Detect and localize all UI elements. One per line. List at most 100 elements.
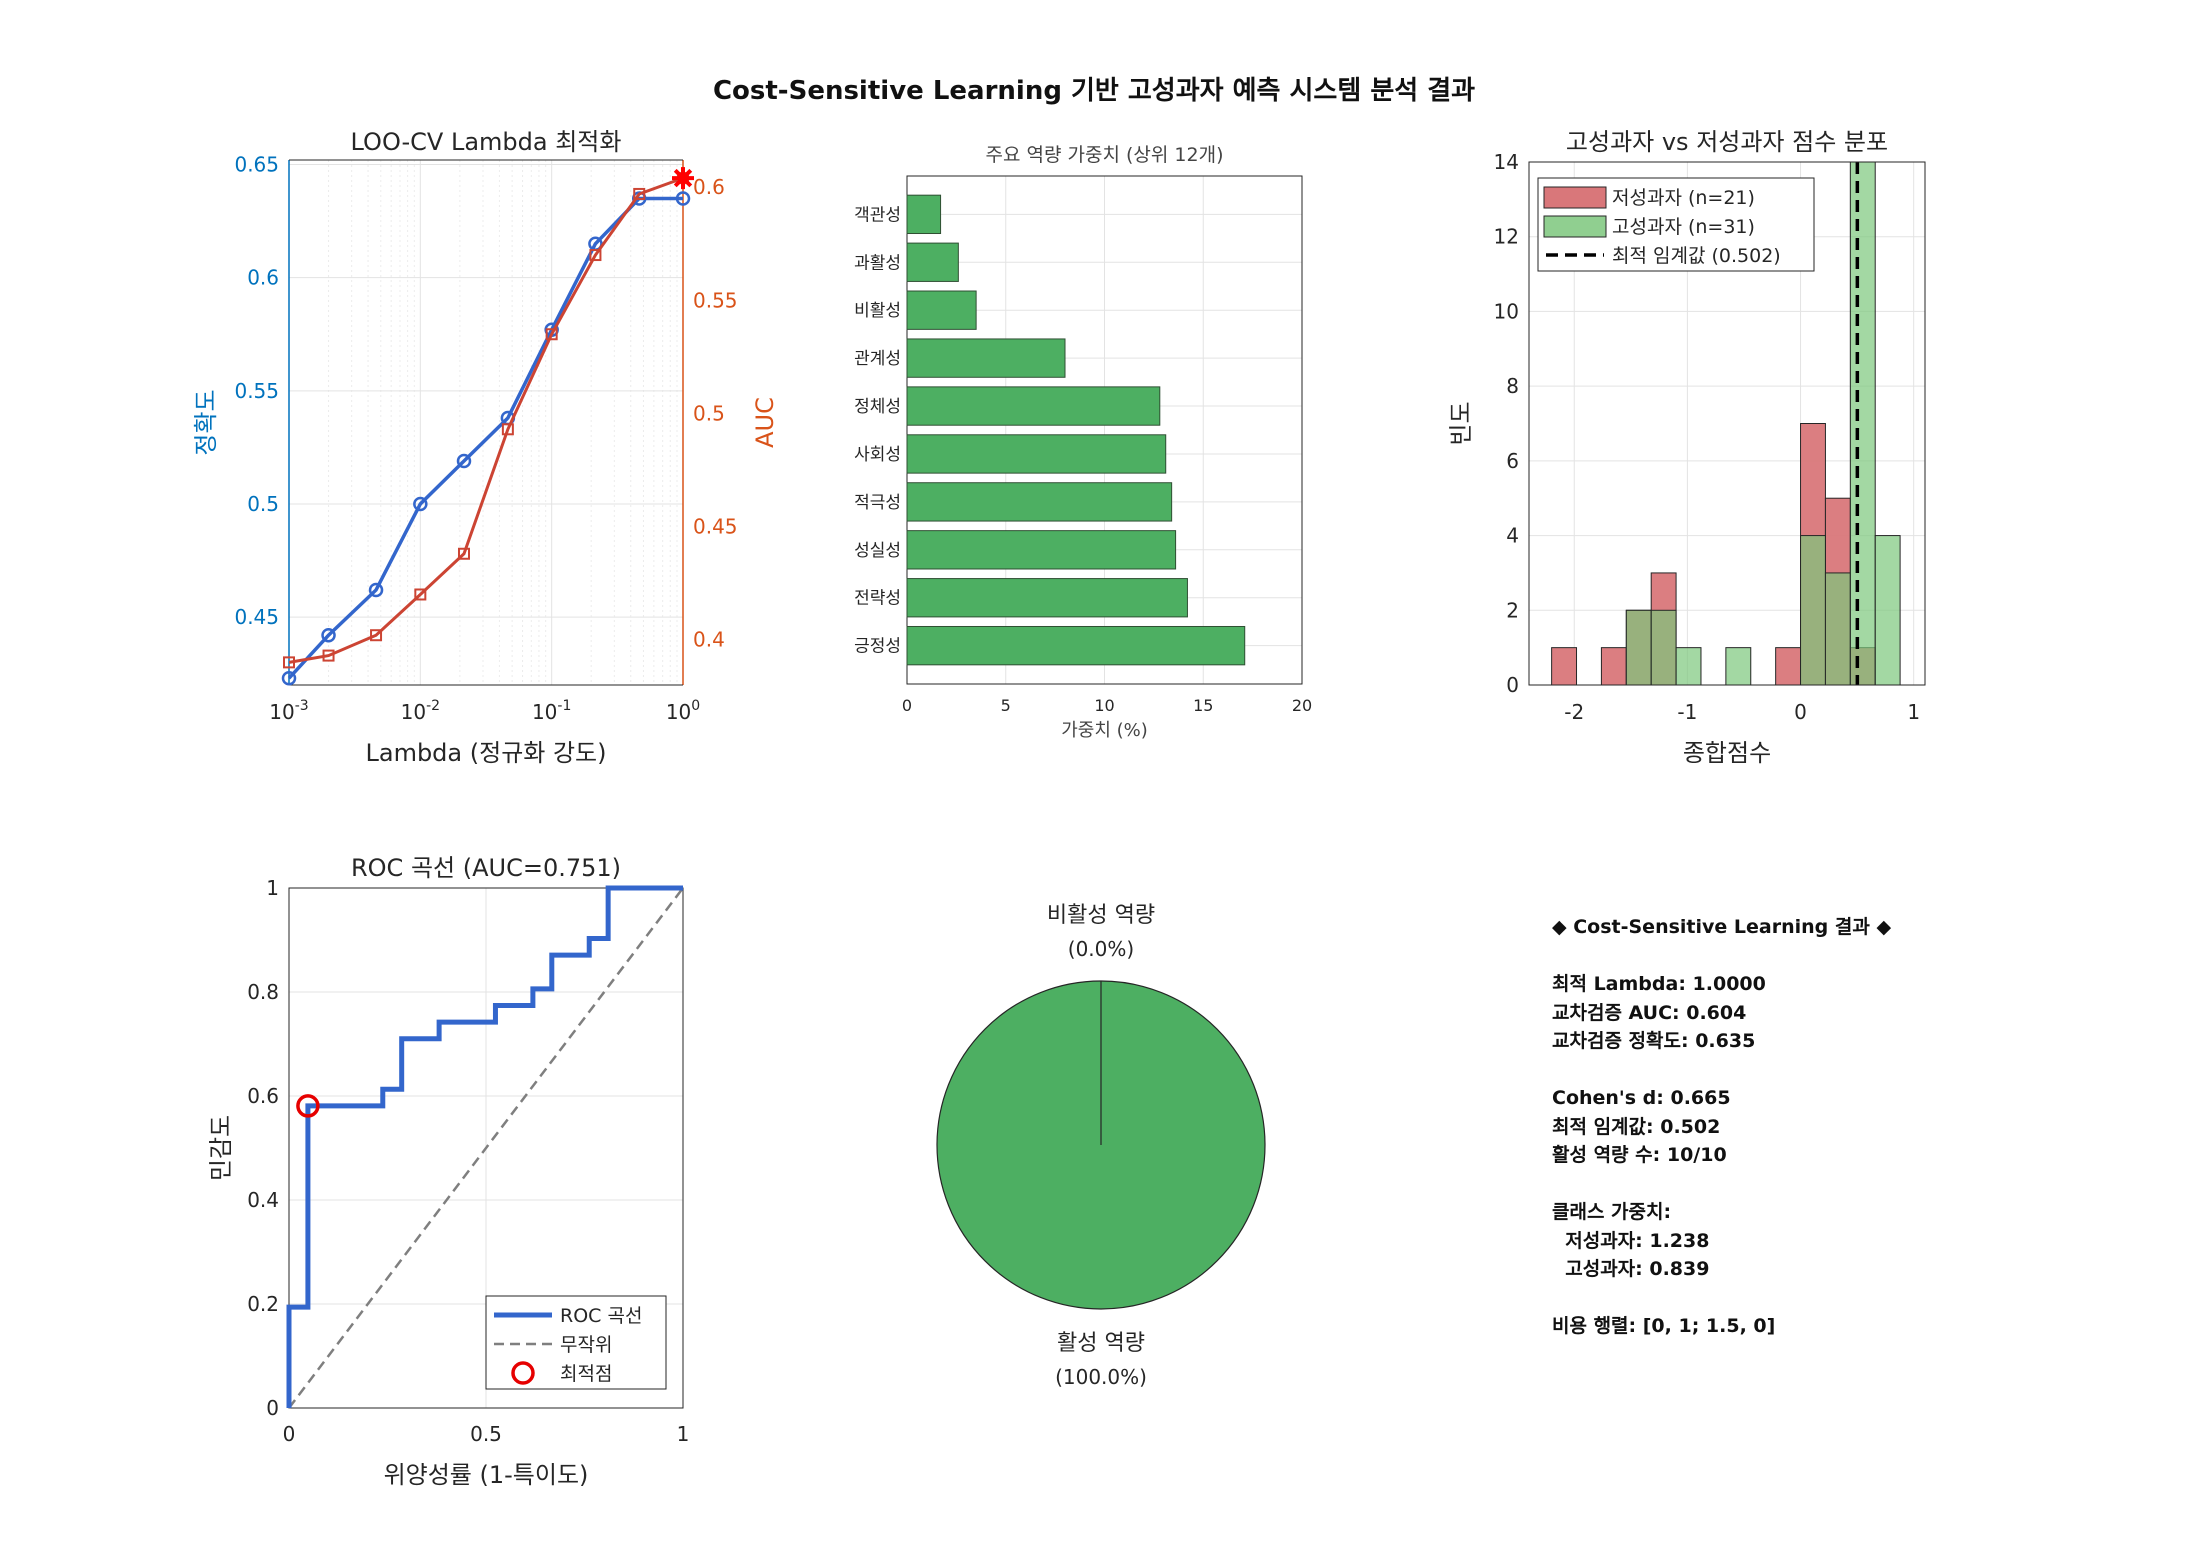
low-performer-bar: [1551, 647, 1578, 686]
summary-line: 최적 Lambda: 1.0000: [1552, 973, 1766, 995]
auc-point: [589, 249, 602, 262]
pie-label: 비활성 역량: [1047, 903, 1155, 928]
axes-box: [1528, 161, 1926, 686]
summary-line: 교차검증 AUC: 0.604: [1552, 1001, 1747, 1024]
summary-line: [1552, 1170, 1891, 1199]
pie-label: 활성 역량: [1057, 1331, 1145, 1356]
x-tick-label: 0: [902, 696, 912, 715]
high-performer-bar: [1650, 609, 1677, 686]
weight-bar: [906, 482, 1173, 522]
auc-point: [633, 187, 646, 200]
category-label: 사회성: [854, 445, 901, 465]
chart-title: 주요 역량 가중치 (상위 12개): [986, 144, 1224, 166]
x-axis-label: 위양성률 (1-특이도): [384, 1461, 589, 1489]
weight-bar: [906, 194, 942, 235]
x-tick-label: 10: [1094, 696, 1114, 715]
category-label: 관계성: [854, 349, 901, 369]
y-tick-label: 0: [1506, 673, 1519, 697]
y-axis-label: 정확도: [192, 389, 220, 455]
accuracy-point: [281, 670, 297, 686]
weight-bar: [906, 625, 1246, 666]
y-tick-label: 0.2: [247, 1292, 279, 1316]
summary-line: 클래스 가중치:: [1552, 1201, 1672, 1223]
y-tick-label: 4: [1506, 524, 1519, 548]
auc-point: [370, 629, 383, 642]
y-tick-label: 0.45: [234, 605, 279, 629]
weight-bar: [906, 242, 959, 282]
legend-swatch: [1543, 215, 1607, 238]
weight-bar: [906, 530, 1177, 570]
x-tick-label: 0: [1794, 700, 1807, 724]
axes-box: [906, 175, 1303, 685]
low-performer-bar: [1600, 647, 1627, 686]
summary-line: 교차검증 정확도: 0.635: [1552, 1030, 1756, 1052]
y-tick-label: 8: [1506, 374, 1519, 398]
random-line: [288, 887, 684, 1409]
legend-label: ROC 곡선: [560, 1305, 642, 1327]
x-tick-label: 5: [1001, 696, 1011, 715]
legend-box: [485, 1295, 667, 1390]
x-tick-label: 1: [677, 1422, 690, 1446]
weight-bar: [906, 290, 977, 330]
y-tick-label: 12: [1494, 225, 1519, 249]
y-tick-label: 0.6: [247, 266, 279, 290]
summary-line: 최적 임계값: 0.502: [1552, 1115, 1721, 1138]
y-tick-label: 0.65: [234, 153, 279, 177]
weight-bar: [906, 338, 1066, 378]
roc-curve: [286, 885, 683, 1408]
x-tick-label: 10-2: [401, 698, 440, 724]
x-axis-label: 가중치 (%): [1061, 720, 1148, 741]
auc-point: [501, 423, 514, 436]
y-axis-label: 빈도: [1447, 401, 1475, 445]
y-tick-label: 0.5: [247, 492, 279, 516]
category-label: 적극성: [854, 493, 901, 513]
y-tick-label: 10: [1494, 299, 1519, 323]
summary-line: ◆ Cost-Sensitive Learning 결과 ◆: [1552, 916, 1892, 938]
chart-title: 고성과자 vs 저성과자 점수 분포: [1566, 128, 1888, 156]
x-axis-label: 종합점수: [1683, 739, 1771, 767]
y-axis-label: 민감도: [207, 1115, 235, 1181]
summary-line: 활성 역량 수: 10/10: [1552, 1144, 1727, 1166]
auc-point: [322, 649, 335, 662]
x-tick-label: 0: [283, 1422, 296, 1446]
low-performer-bar: [1775, 647, 1802, 686]
legend-swatch: [1543, 186, 1607, 209]
x-tick-label: 10-3: [269, 698, 308, 724]
weight-bar: [906, 386, 1161, 426]
axes-box: [288, 887, 684, 1409]
y-right-tick-label: 0.45: [693, 515, 738, 539]
y-tick-label: 0.6: [247, 1084, 279, 1108]
weight-bar: [906, 434, 1167, 474]
summary-line: [1552, 942, 1891, 971]
x-tick-label: 20: [1292, 696, 1312, 715]
y-tick-label: 6: [1506, 449, 1519, 473]
figure-title: Cost-Sensitive Learning 기반 고성과자 예측 시스템 분…: [712, 76, 1476, 106]
y-tick-label: 1: [266, 876, 279, 900]
high-performer-bar: [1625, 609, 1652, 686]
accuracy-line: [287, 196, 683, 680]
summary-line: 비용 행렬: [0, 1; 1.5, 0]: [1552, 1315, 1776, 1337]
chart-title: LOO-CV Lambda 최적화: [351, 128, 622, 156]
auc-point: [457, 547, 470, 560]
y-tick-label: 0.55: [234, 379, 279, 403]
legend-label: 저성과자 (n=21): [1612, 187, 1755, 209]
category-label: 성실성: [854, 541, 901, 561]
category-label: 전략성: [854, 589, 901, 609]
summary-line: Cohen's d: 0.665: [1552, 1087, 1731, 1109]
x-tick-label: 10-1: [532, 698, 571, 724]
auc-point: [283, 656, 295, 669]
chart-title: ROC 곡선 (AUC=0.751): [351, 854, 621, 882]
optimal-point-marker: [296, 1094, 320, 1118]
category-label: 긍정성: [854, 637, 901, 657]
category-label: 객관성: [854, 205, 901, 225]
y-tick-label: 0.8: [247, 980, 279, 1004]
category-label: 비활성: [854, 301, 901, 321]
y-right-tick-label: 0.6: [693, 175, 725, 199]
y-right-tick-label: 0.55: [693, 288, 738, 312]
results-summary-panel: ◆ Cost-Sensitive Learning 결과 ◆ 최적 Lambda:…: [1552, 913, 1891, 1341]
x-tick-label: 0.5: [470, 1422, 502, 1446]
category-label: 과활성: [854, 253, 901, 273]
accuracy-point: [456, 453, 472, 469]
legend-label: 고성과자 (n=31): [1612, 216, 1755, 238]
